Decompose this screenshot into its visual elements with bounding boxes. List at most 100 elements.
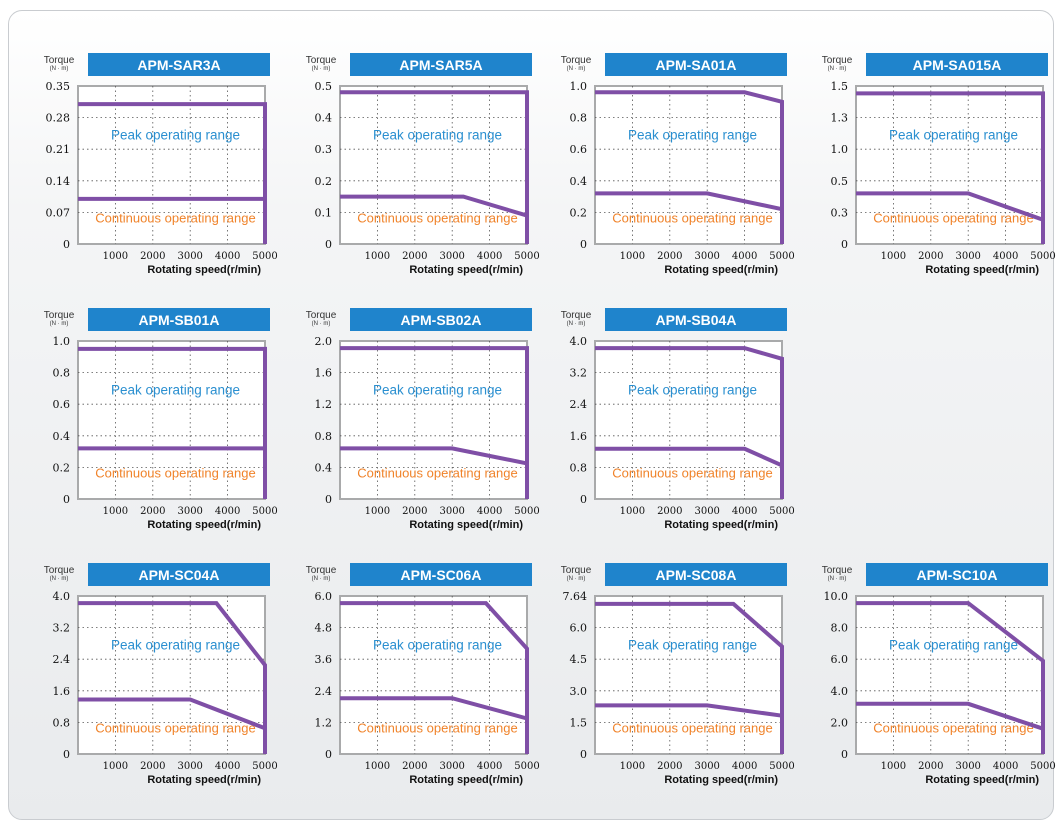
y-tick-label: 2.4	[53, 653, 71, 666]
continuous-torque-curve	[340, 446, 528, 466]
chart-title-bar	[350, 308, 532, 331]
chart-title-bar	[605, 308, 787, 331]
chart-apm-sa01a: APM-SA01A Torque(N · m) 0 0.2 0.4 0.6 0.8 1.0 10…	[561, 53, 795, 276]
chart-apm-sc06a: APM-SC06A Torque(N · m) 0 1.2 2.4 3.6 4.8 6.0 10…	[306, 563, 540, 786]
y-tick-label: 0	[841, 238, 848, 251]
y-tick-label: 1.2	[315, 398, 333, 411]
x-tick-label: 3000	[177, 761, 202, 772]
y-tick-label: 4.0	[570, 335, 588, 348]
x-tick-label: 2000	[918, 251, 943, 262]
x-tick-label: 2000	[657, 251, 682, 262]
x-tick-label: 1000	[103, 761, 128, 772]
peak-torque-curve	[340, 346, 529, 499]
peak-range-label: Peak operating range	[373, 638, 502, 653]
y-tick-label: 1.6	[570, 430, 588, 443]
y-tick-label: 0.6	[570, 143, 588, 156]
peak-range-label: Peak operating range	[628, 638, 757, 653]
x-tick-label: 5000	[252, 506, 277, 517]
continuous-range-label: Continuous operating range	[357, 466, 517, 481]
y-tick-label: 0.5	[315, 80, 333, 93]
y-tick-label: 0.2	[53, 461, 71, 474]
chart-title: APM-SB04A	[656, 312, 737, 328]
chart-title: APM-SAR5A	[399, 57, 482, 73]
y-tick-label: 0.3	[831, 206, 849, 219]
chart-title-bar	[866, 563, 1048, 586]
continuous-torque-curve	[78, 697, 266, 731]
chart-title: APM-SC04A	[139, 567, 220, 583]
chart-title: APM-SA015A	[913, 57, 1002, 73]
y-tick-label: 2.0	[315, 335, 333, 348]
chart-apm-sb01a: APM-SB01A Torque(N · m) 0 0.2 0.4 0.6 0.8 1.0 10…	[44, 308, 278, 531]
chart-apm-sar5a: APM-SAR5A Torque(N · m) 0 0.1 0.2 0.3 0.4 0.5 10…	[306, 53, 540, 276]
chart-title-bar	[866, 53, 1048, 76]
y-axis-label: Torque	[306, 310, 337, 321]
y-tick-label: 0.2	[570, 206, 588, 219]
x-tick-label: 2000	[402, 251, 427, 262]
y-tick-label: 0.8	[315, 430, 333, 443]
x-tick-label: 3000	[439, 506, 464, 517]
y-tick-label: 6.0	[315, 590, 333, 603]
y-axis-unit: (N · m)	[828, 66, 847, 72]
y-tick-label: 3.2	[570, 367, 588, 380]
y-tick-label: 0.3	[315, 143, 333, 156]
x-tick-label: 1000	[620, 761, 645, 772]
chart-title: APM-SC10A	[917, 567, 998, 583]
x-tick-label: 4000	[477, 761, 502, 772]
y-tick-label: 4.5	[570, 653, 588, 666]
x-tick-label: 3000	[439, 251, 464, 262]
y-tick-label: 6.0	[831, 653, 849, 666]
x-tick-label: 1000	[881, 761, 906, 772]
continuous-range-label: Continuous operating range	[612, 211, 772, 226]
y-axis-label: Torque	[561, 310, 592, 321]
peak-torque-curve	[856, 601, 1045, 754]
x-tick-label: 2000	[918, 761, 943, 772]
y-axis-unit: (N · m)	[312, 66, 331, 72]
x-axis-label: Rotating speed(r/min)	[147, 519, 261, 531]
y-tick-label: 4.0	[53, 590, 71, 603]
chart-title: APM-SB01A	[139, 312, 220, 328]
y-axis-label: Torque	[44, 55, 75, 66]
y-axis-label: Torque	[822, 565, 853, 576]
x-tick-label: 1000	[365, 251, 390, 262]
y-tick-label: 0.28	[46, 112, 71, 125]
continuous-torque-curve	[856, 701, 1044, 731]
y-tick-label: 10.0	[824, 590, 849, 603]
x-tick-label: 3000	[177, 506, 202, 517]
chart-title: APM-SB02A	[401, 312, 482, 328]
peak-range-label: Peak operating range	[111, 128, 240, 143]
x-tick-label: 2000	[140, 506, 165, 517]
plot-frame	[339, 595, 528, 755]
x-tick-label: 2000	[402, 506, 427, 517]
y-tick-label: 0.8	[53, 716, 71, 729]
peak-torque-curve	[340, 601, 529, 754]
continuous-range-label: Continuous operating range	[612, 721, 772, 736]
y-tick-label: 0	[63, 238, 70, 251]
y-tick-label: 1.6	[53, 685, 71, 698]
x-tick-label: 1000	[103, 506, 128, 517]
peak-torque-curve	[856, 91, 1045, 244]
x-tick-label: 3000	[694, 761, 719, 772]
chart-title: APM-SAR3A	[137, 57, 220, 73]
continuous-torque-curve	[856, 191, 1044, 222]
continuous-torque-curve	[595, 446, 783, 468]
peak-range-label: Peak operating range	[628, 128, 757, 143]
x-tick-label: 5000	[514, 761, 539, 772]
peak-torque-curve	[595, 90, 784, 244]
y-axis-unit: (N · m)	[567, 321, 586, 327]
x-tick-label: 2000	[402, 761, 427, 772]
x-tick-label: 4000	[477, 506, 502, 517]
chart-title: APM-SC08A	[656, 567, 737, 583]
continuous-range-label: Continuous operating range	[357, 211, 517, 226]
peak-range-label: Peak operating range	[889, 128, 1018, 143]
x-tick-label: 4000	[732, 506, 757, 517]
x-tick-label: 5000	[252, 761, 277, 772]
y-tick-label: 0	[841, 748, 848, 761]
x-axis-label: Rotating speed(r/min)	[664, 264, 778, 276]
x-tick-label: 2000	[140, 251, 165, 262]
x-tick-label: 5000	[1030, 251, 1055, 262]
y-tick-label: 0.07	[46, 206, 71, 219]
y-tick-label: 1.6	[315, 367, 333, 380]
peak-range-label: Peak operating range	[628, 383, 757, 398]
plot-frame	[594, 340, 783, 500]
chart-title: APM-SC06A	[401, 567, 482, 583]
